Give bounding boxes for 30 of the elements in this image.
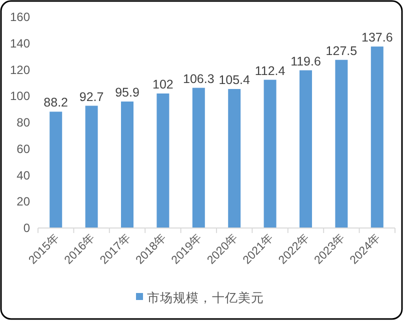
y-tick-label: 40 bbox=[16, 168, 30, 182]
bar bbox=[85, 106, 98, 228]
y-tick-label: 100 bbox=[10, 89, 30, 104]
bar bbox=[156, 93, 170, 228]
data-label: 137.6 bbox=[362, 30, 393, 45]
y-tick-label: 80 bbox=[16, 116, 30, 130]
y-tick-label: 20 bbox=[16, 194, 30, 209]
bar bbox=[264, 80, 276, 228]
data-label: 105.4 bbox=[218, 73, 250, 88]
data-label: 127.5 bbox=[326, 44, 358, 58]
data-label: 88.2 bbox=[44, 96, 68, 110]
data-label: 112.4 bbox=[254, 64, 286, 78]
y-tick-label: 120 bbox=[10, 62, 30, 77]
data-label: 92.7 bbox=[79, 90, 104, 104]
bar bbox=[228, 89, 241, 228]
data-label: 106.3 bbox=[183, 72, 214, 86]
y-tick-label: 0 bbox=[23, 221, 30, 235]
bar bbox=[192, 88, 205, 228]
data-label: 95.9 bbox=[115, 86, 140, 100]
bar bbox=[50, 112, 62, 228]
y-tick-label: 160 bbox=[10, 10, 30, 24]
bar bbox=[335, 60, 348, 228]
bar bbox=[370, 46, 384, 228]
data-label: 102 bbox=[152, 77, 174, 92]
bar bbox=[121, 102, 134, 228]
legend-label: 市场规模，十亿美元 bbox=[147, 290, 264, 305]
bar bbox=[300, 70, 312, 228]
data-label: 119.6 bbox=[290, 54, 321, 68]
y-tick-label: 60 bbox=[16, 142, 30, 156]
y-tick-label: 140 bbox=[10, 36, 30, 50]
